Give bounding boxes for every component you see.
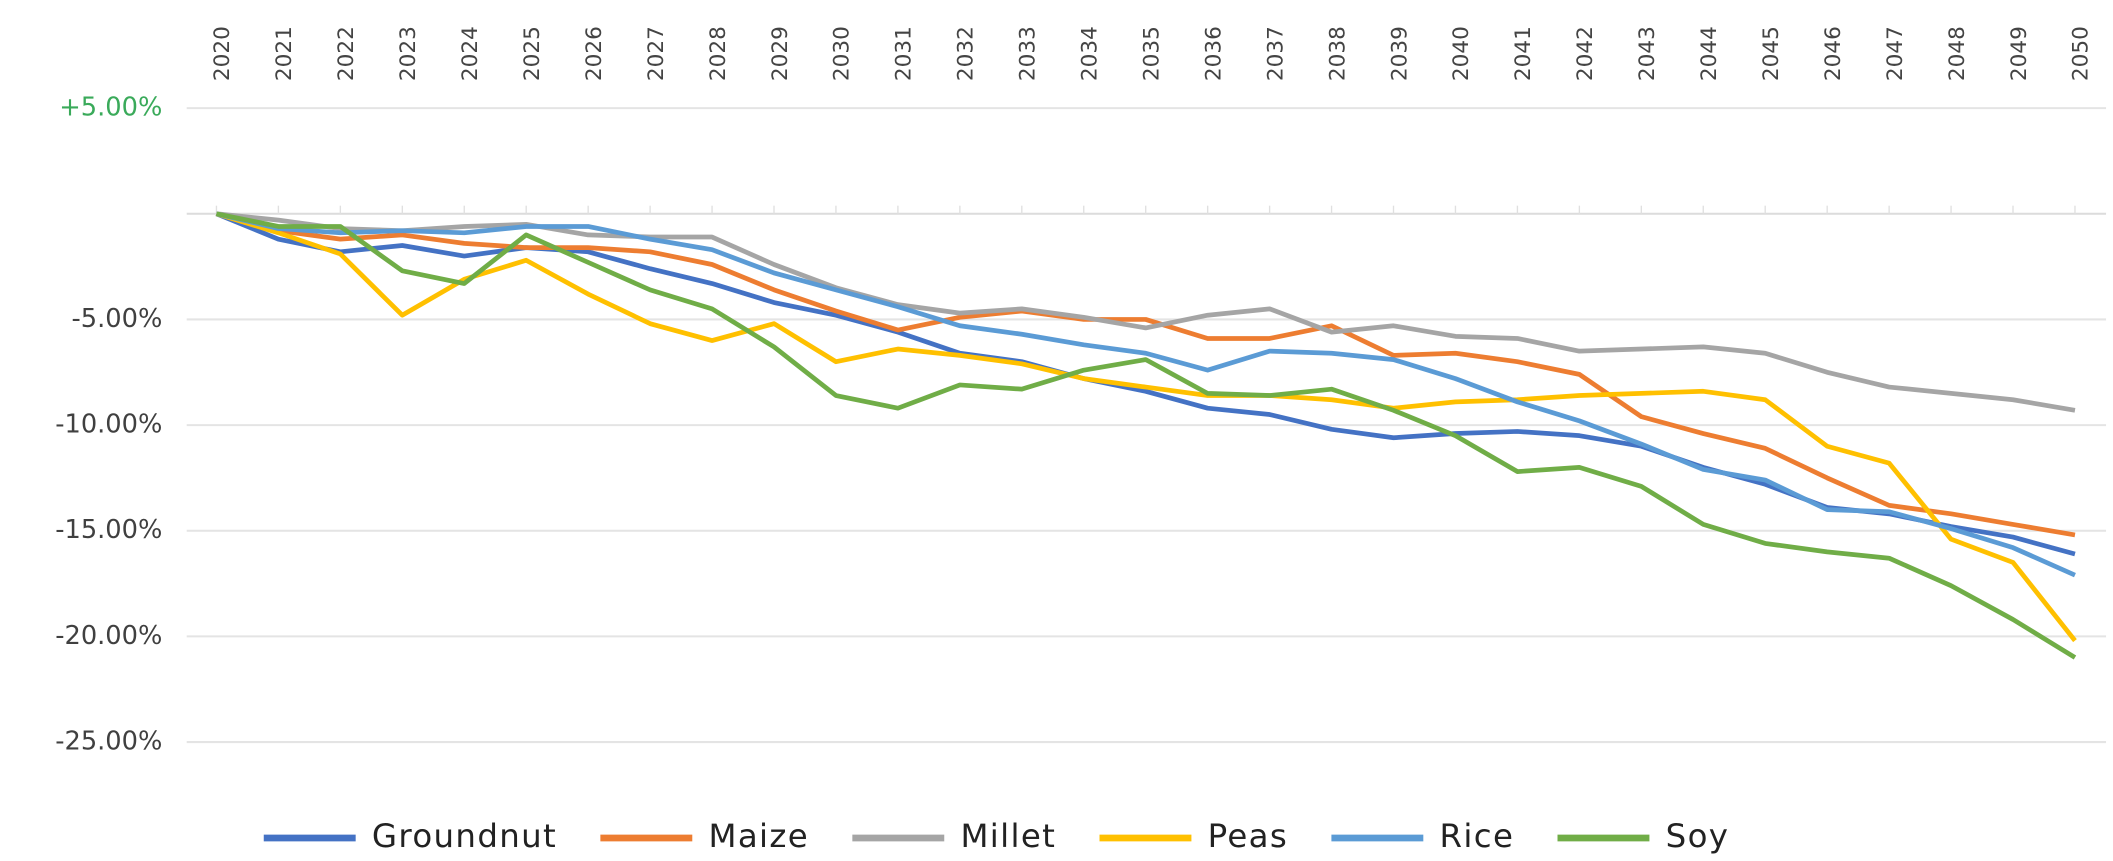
legend-label: Peas	[1208, 817, 1289, 855]
x-tick-group: 2047	[1883, 26, 1908, 81]
x-tick-label: 2041	[1511, 26, 1536, 81]
x-tick-group: 2031	[892, 26, 917, 81]
x-tick-group: 2021	[272, 26, 297, 81]
x-tick-label: 2027	[644, 26, 669, 81]
x-tick-group: 2050	[2069, 26, 2094, 81]
x-tick-group: 2027	[644, 26, 669, 81]
x-tick-label: 2048	[1945, 26, 1970, 81]
series-line	[215, 211, 2076, 557]
x-tick-label: 2026	[582, 26, 607, 81]
y-tick-label: -20.00%	[55, 621, 162, 651]
x-tick-label: 2038	[1325, 26, 1350, 81]
legend-label: Groundnut	[372, 817, 557, 855]
x-tick-group: 2023	[396, 26, 421, 81]
x-tick-label: 2021	[272, 26, 297, 81]
series-line	[215, 211, 2077, 660]
x-tick-label: 2044	[1697, 26, 1722, 81]
legend-label: Maize	[709, 817, 810, 855]
x-tick-group: 2032	[954, 26, 979, 81]
x-tick-group: 2025	[520, 26, 545, 81]
x-tick-group: 2030	[830, 26, 855, 81]
x-tick-label: 2047	[1883, 26, 1908, 81]
x-tick-group: 2036	[1201, 26, 1226, 81]
x-tick-label: 2029	[768, 26, 793, 81]
x-tick-label: 2025	[520, 26, 545, 81]
x-tick-label: 2028	[706, 26, 731, 81]
x-tick-group: 2038	[1325, 26, 1350, 81]
x-tick-group: 2043	[1635, 26, 1660, 81]
legend-label: Rice	[1440, 817, 1515, 855]
x-tick-label: 2022	[334, 26, 359, 81]
x-tick-label: 2033	[1016, 26, 1041, 81]
x-tick-group: 2034	[1078, 26, 1103, 81]
x-tick-label: 2039	[1387, 26, 1412, 81]
x-tick-group: 2048	[1945, 26, 1970, 81]
x-tick-group: 2045	[1759, 26, 1784, 81]
x-tick-label: 2023	[396, 26, 421, 81]
x-tick-label: 2030	[830, 26, 855, 81]
x-tick-group: 2044	[1697, 26, 1722, 81]
x-tick-label: 2024	[458, 26, 483, 81]
x-tick-group: 2024	[458, 26, 483, 81]
x-tick-label: 2020	[210, 26, 235, 81]
x-tick-group: 2020	[210, 26, 235, 81]
legend-label: Soy	[1666, 817, 1730, 855]
x-tick-label: 2043	[1635, 26, 1660, 81]
x-tick-label: 2040	[1449, 26, 1474, 81]
x-tick-label: 2046	[1821, 26, 1846, 81]
y-tick-label: -5.00%	[72, 304, 163, 334]
y-tick-label: +5.00%	[59, 93, 162, 123]
legend-label: Millet	[960, 817, 1056, 855]
x-tick-label: 2050	[2069, 26, 2094, 81]
y-tick-label: -25.00%	[55, 727, 162, 757]
x-tick-group: 2028	[706, 26, 731, 81]
x-tick-group: 2042	[1573, 26, 1598, 81]
x-tick-label: 2032	[954, 26, 979, 81]
x-tick-label: 2045	[1759, 26, 1784, 81]
x-tick-group: 2033	[1016, 26, 1041, 81]
series-line	[215, 211, 2077, 643]
x-tick-label: 2037	[1263, 26, 1288, 81]
y-tick-label: -10.00%	[55, 410, 162, 440]
x-tick-label: 2031	[892, 26, 917, 81]
x-tick-group: 2040	[1449, 26, 1474, 81]
x-tick-label: 2035	[1139, 26, 1164, 81]
x-tick-group: 2035	[1139, 26, 1164, 81]
x-tick-group: 2037	[1263, 26, 1288, 81]
x-tick-label: 2036	[1201, 26, 1226, 81]
x-tick-group: 2041	[1511, 26, 1536, 81]
x-tick-label: 2049	[2007, 26, 2032, 81]
x-tick-group: 2029	[768, 26, 793, 81]
x-tick-group: 2049	[2007, 26, 2032, 81]
x-tick-label: 2034	[1078, 26, 1103, 81]
series-line	[215, 211, 2076, 538]
series-line	[215, 211, 2076, 578]
x-tick-group: 2039	[1387, 26, 1412, 81]
x-tick-group: 2022	[334, 26, 359, 81]
x-tick-label: 2042	[1573, 26, 1598, 81]
x-tick-group: 2046	[1821, 26, 1846, 81]
x-tick-group: 2026	[582, 26, 607, 81]
y-tick-label: -15.00%	[55, 515, 162, 545]
